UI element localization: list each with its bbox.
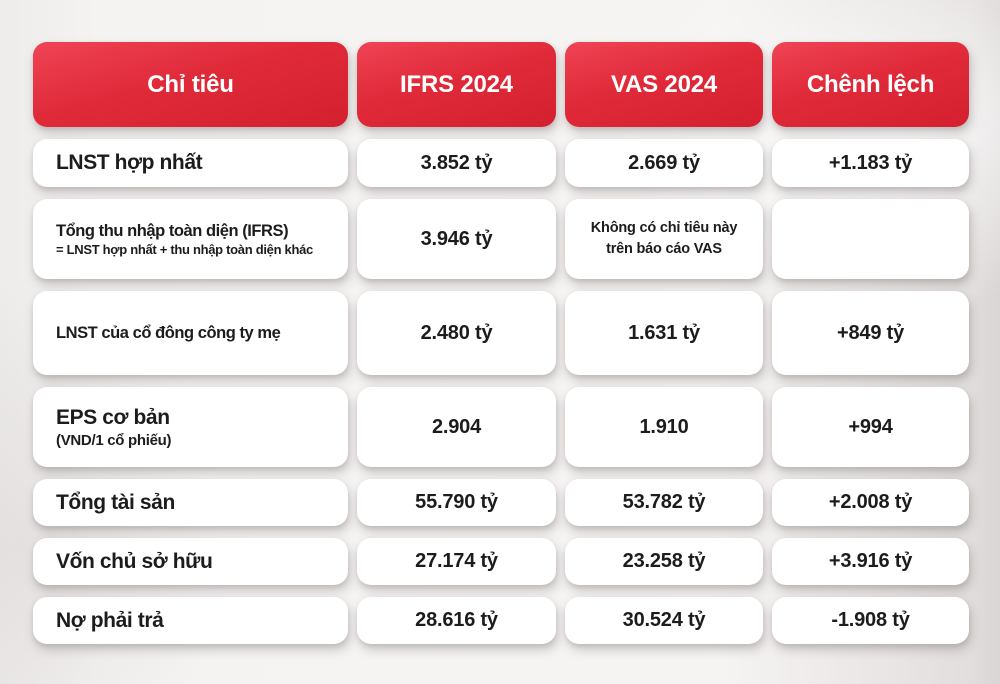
ifrs-value-cell: 3.852 tỷ bbox=[357, 139, 556, 187]
vas-value-cell: 1.910 bbox=[565, 387, 763, 467]
diff-value-cell: -1.908 tỷ bbox=[772, 597, 969, 644]
column-header-label: VAS 2024 bbox=[610, 70, 718, 98]
column-header-label: Chỉ tiêu bbox=[147, 70, 234, 98]
cell-value: +1.183 tỷ bbox=[828, 151, 913, 174]
cell-value: +849 tỷ bbox=[837, 321, 904, 344]
comparison-table: Chỉ tiêu IFRS 2024 VAS 2024 Chênh lệch L… bbox=[33, 42, 969, 644]
cell-value: 2.904 bbox=[431, 415, 482, 438]
cell-value: 55.790 tỷ bbox=[415, 491, 498, 513]
cell-value: 1.910 bbox=[639, 415, 689, 438]
ifrs-value-cell: 55.790 tỷ bbox=[357, 479, 556, 526]
diff-value-cell: +3.916 tỷ bbox=[772, 538, 969, 585]
cell-value: 53.782 tỷ bbox=[622, 491, 706, 513]
vas-value-cell: 1.631 tỷ bbox=[565, 291, 763, 375]
cell-value: 2.480 tỷ bbox=[420, 321, 493, 344]
column-header-label: IFRS 2024 bbox=[400, 70, 513, 98]
cell-value: 1.631 tỷ bbox=[628, 321, 700, 344]
diff-value-cell: +2.008 tỷ bbox=[772, 479, 969, 526]
row-sublabel: (VND/1 cổ phiếu) bbox=[56, 431, 172, 449]
cell-value: 3.852 tỷ bbox=[420, 151, 493, 174]
ifrs-value-cell: 27.174 tỷ bbox=[357, 538, 556, 585]
diff-value-cell: +994 bbox=[772, 387, 969, 467]
row-label: LNST hợp nhất bbox=[56, 151, 203, 175]
diff-value-cell bbox=[772, 199, 969, 279]
vas-note-text: Không có chỉ tiêu này trên báo cáo VAS bbox=[590, 219, 738, 257]
row-label: LNST của cổ đông công ty mẹ bbox=[56, 323, 281, 342]
cell-value: 27.174 tỷ bbox=[415, 550, 498, 572]
cell-value: +994 bbox=[848, 415, 893, 438]
column-header-label: Chênh lệch bbox=[806, 70, 935, 98]
row-label: Nợ phải trả bbox=[56, 608, 164, 632]
column-header-vas-2024: VAS 2024 bbox=[565, 42, 763, 127]
cell-value: 3.946 tỷ bbox=[420, 227, 493, 250]
cell-value: 28.616 tỷ bbox=[415, 609, 498, 631]
row-label-cell: Tổng tài sản bbox=[33, 479, 348, 526]
ifrs-value-cell: 28.616 tỷ bbox=[357, 597, 556, 644]
cell-value: 30.524 tỷ bbox=[622, 609, 706, 631]
cell-value: +3.916 tỷ bbox=[828, 550, 913, 572]
cell-value: 23.258 tỷ bbox=[622, 550, 706, 572]
ifrs-value-cell: 2.904 bbox=[357, 387, 556, 467]
vas-value-cell: 2.669 tỷ bbox=[565, 139, 763, 187]
vas-value-cell: Không có chỉ tiêu này trên báo cáo VAS bbox=[565, 199, 763, 279]
diff-value-cell: +1.183 tỷ bbox=[772, 139, 969, 187]
cell-value: +2.008 tỷ bbox=[828, 491, 913, 513]
row-label-cell: Vốn chủ sở hữu bbox=[33, 538, 348, 585]
diff-value-cell: +849 tỷ bbox=[772, 291, 969, 375]
row-label-cell: LNST hợp nhất bbox=[33, 139, 348, 187]
row-label-cell: Tổng thu nhập toàn diện (IFRS) = LNST hợp… bbox=[33, 199, 348, 279]
vas-value-cell: 30.524 tỷ bbox=[565, 597, 763, 644]
cell-value: 2.669 tỷ bbox=[628, 151, 700, 174]
row-label-cell: Nợ phải trả bbox=[33, 597, 348, 644]
ifrs-value-cell: 2.480 tỷ bbox=[357, 291, 556, 375]
row-label: Vốn chủ sở hữu bbox=[56, 549, 213, 573]
column-header-chenh-lech: Chênh lệch bbox=[772, 42, 969, 127]
row-label: EPS cơ bản bbox=[56, 406, 170, 430]
vas-value-cell: 53.782 tỷ bbox=[565, 479, 763, 526]
cell-value: -1.908 tỷ bbox=[831, 609, 910, 631]
vas-value-cell: 23.258 tỷ bbox=[565, 538, 763, 585]
ifrs-value-cell: 3.946 tỷ bbox=[357, 199, 556, 279]
row-sublabel: = LNST hợp nhất + thu nhập toàn diện khá… bbox=[56, 242, 313, 258]
column-header-ifrs-2024: IFRS 2024 bbox=[357, 42, 556, 127]
row-label-cell: EPS cơ bản (VND/1 cổ phiếu) bbox=[33, 387, 348, 467]
row-label-cell: LNST của cổ đông công ty mẹ bbox=[33, 291, 348, 375]
row-label: Tổng thu nhập toàn diện (IFRS) bbox=[56, 221, 289, 240]
row-label: Tổng tài sản bbox=[56, 490, 175, 514]
column-header-chi-tieu: Chỉ tiêu bbox=[33, 42, 348, 127]
